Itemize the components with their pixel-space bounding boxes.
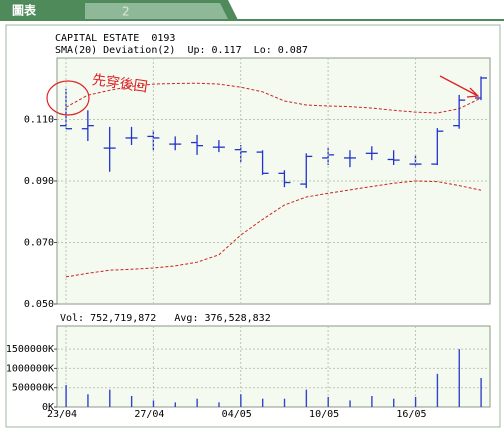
tab-inactive[interactable]: [85, 3, 228, 19]
volume-bar: [240, 394, 242, 407]
volume-bar: [261, 398, 264, 407]
volume-bar: [109, 389, 111, 407]
volume-bar: [87, 394, 89, 407]
volume-bar: [480, 377, 482, 407]
chart-subtitle: SMA(20) Deviation(2) Up: 0.117 Lo: 0.087: [55, 45, 308, 56]
volume-bar: [305, 389, 308, 407]
x-tick-label: 27/04: [134, 409, 164, 420]
tab-label[interactable]: 圖表: [12, 3, 37, 18]
y-tick-label: 500000K: [12, 383, 54, 394]
y-tick-label: 0.050: [24, 299, 54, 310]
volume-bar: [65, 385, 67, 407]
annotation-circle: [46, 80, 90, 116]
volume-bar: [371, 396, 373, 407]
volume-bar: [349, 400, 351, 407]
y-tick-label: 0.110: [24, 115, 54, 126]
y-tick-label: 0K: [42, 402, 54, 413]
y-tick-label: 1500000K: [6, 344, 54, 355]
volume-bar: [393, 398, 395, 407]
volume-bar: [327, 396, 329, 407]
y-tick-label: 0.090: [24, 176, 54, 187]
panel: [5, 24, 501, 428]
tab-label[interactable]: 2: [122, 5, 130, 19]
y-tick-label: 1000000K: [6, 363, 54, 374]
chart-title: CAPITAL ESTATE 0193: [55, 33, 175, 44]
x-tick-label: 10/05: [309, 409, 339, 420]
volume-bar: [458, 349, 460, 407]
volume-bar: [196, 398, 198, 407]
x-tick-label: 23/04: [47, 409, 77, 420]
annotation-arrow: [439, 75, 480, 98]
x-tick-label: 16/05: [396, 409, 426, 420]
x-tick-label: 04/05: [222, 409, 252, 420]
volume-bar: [174, 402, 177, 407]
volume-bar: [218, 402, 220, 407]
annotation: 先穿後回: [91, 72, 149, 96]
volume-bar: [414, 396, 417, 407]
volume-bar: [436, 373, 439, 407]
volume-bar: [130, 396, 133, 407]
volume-bar: [152, 400, 155, 407]
plot-layer: 0.050 0.070 0.090 0.110 0K 500000K 1000000K 150…: [6, 58, 490, 420]
bollinger-lower: [65, 180, 482, 278]
y-tick-label: 0.070: [24, 238, 54, 249]
volume-bar: [283, 398, 286, 407]
volume-title: Vol: 752,719,872 Avg: 376,528,832: [60, 313, 271, 324]
volume-plot: [56, 325, 491, 408]
